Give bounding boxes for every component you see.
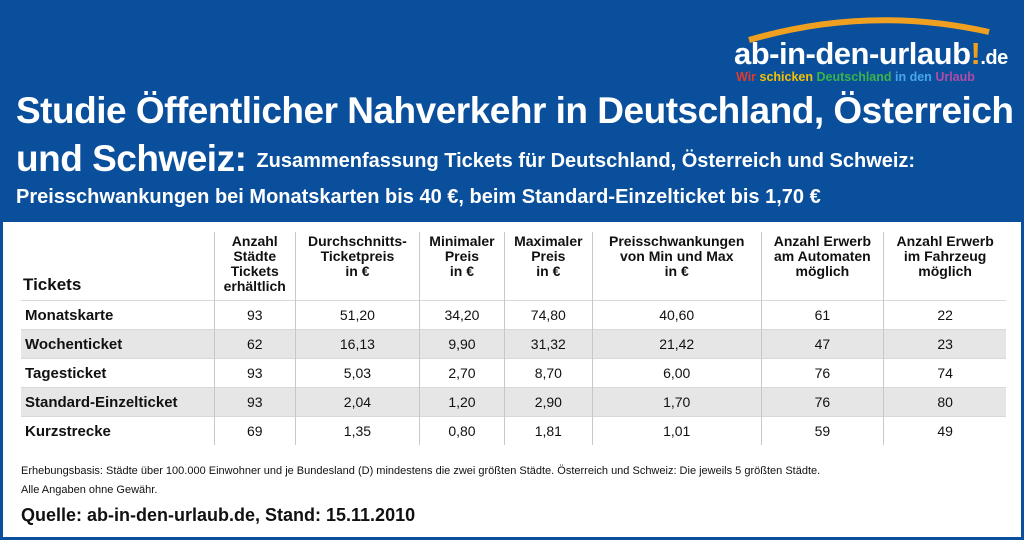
table-cell: 31,32: [504, 329, 593, 359]
column-header-0: Tickets: [21, 232, 215, 301]
ticket-name-cell: Standard-Einzelticket: [21, 387, 215, 417]
table-cell: 5,03: [295, 358, 421, 388]
table-cell: 62: [214, 329, 296, 359]
column-header-2: Durchschnitts- Ticketpreis in €: [295, 232, 421, 301]
column-header-line: erhältlich: [223, 278, 286, 294]
table-cell: 76: [761, 387, 885, 417]
column-header-line: im Fahrzeug: [903, 248, 987, 264]
table-row: Wochenticket 62 16,13 9,90 31,32 21,42 47 23: [21, 329, 1006, 359]
column-header-4: Maximaler Preis in €: [504, 232, 593, 301]
table-cell: 74,80: [504, 300, 593, 330]
table-cell: 93: [214, 358, 296, 388]
column-header-line: in €: [536, 263, 561, 279]
table-cell: 51,20: [295, 300, 421, 330]
table-cell: 0,80: [419, 416, 505, 445]
table-cell: 49: [883, 416, 1006, 445]
table-cell: 47: [761, 329, 885, 359]
column-header-line: Preisschwankungen: [609, 233, 745, 249]
brand-logo[interactable]: ab-in-den-urlaub!.de Wir schicken Deutsc…: [734, 10, 1008, 90]
table-cell: 74: [883, 358, 1006, 388]
table-cell: 6,00: [592, 358, 762, 388]
table-cell: 59: [761, 416, 885, 445]
footnote-disclaimer: Alle Angaben ohne Gewähr.: [21, 484, 158, 496]
column-header-line: in €: [664, 263, 689, 279]
ticket-name-cell: Wochenticket: [21, 329, 215, 359]
table-cell: 22: [883, 300, 1006, 330]
table-cell: 16,13: [295, 329, 421, 359]
table-cell: 1,01: [592, 416, 762, 445]
column-header-line: möglich: [918, 263, 972, 279]
table-cell: 2,70: [419, 358, 505, 388]
table-cell: 1,70: [592, 387, 762, 417]
table-cell: 21,42: [592, 329, 762, 359]
column-header-line: Ticketpreis: [320, 248, 395, 264]
column-header-line: Städte: [233, 248, 277, 264]
content-panel: Tickets Anzahl Städte Tickets erhältlich Durc…: [3, 222, 1021, 537]
ticket-name-cell: Tagesticket: [21, 358, 215, 388]
table-cell: 2,04: [295, 387, 421, 417]
column-header-line: Minimaler: [429, 233, 495, 249]
column-header-5: Preisschwankungen von Min und Max in €: [592, 232, 762, 301]
table-cell: 23: [883, 329, 1006, 359]
column-header-1: Anzahl Städte Tickets erhältlich: [214, 232, 296, 301]
ticket-name-cell: Monatskarte: [21, 300, 215, 330]
column-header-line: Preis: [531, 248, 566, 264]
column-header-line: am Automaten: [774, 248, 871, 264]
table-body: Monatskarte 93 51,20 34,20 74,80 40,60 61 22 Woc…: [21, 300, 1006, 445]
column-header-line: von Min und Max: [619, 248, 734, 264]
table-row: Monatskarte 93 51,20 34,20 74,80 40,60 61 22: [21, 300, 1006, 330]
table-cell: 2,90: [504, 387, 593, 417]
source-line: Quelle: ab-in-den-urlaub.de, Stand: 15.1…: [21, 505, 416, 525]
column-header-line: Anzahl Erwerb: [896, 233, 994, 249]
footnote-basis: Erhebungsbasis: Städte über 100.000 Einw…: [21, 465, 821, 477]
column-header-line: Preis: [444, 248, 480, 264]
table-cell: 1,81: [504, 416, 593, 445]
table-cell: 80: [883, 387, 1006, 417]
column-header-line: in €: [345, 263, 370, 279]
logo-wordmark: ab-in-den-urlaub!.de: [734, 36, 1008, 71]
header-banner: ab-in-den-urlaub!.de Wir schicken Deutsc…: [0, 0, 1024, 222]
column-header-line: Anzahl Erwerb: [773, 233, 871, 249]
table-row: Tagesticket 93 5,03 2,70 8,70 6,00 76 74: [21, 358, 1006, 388]
table-row: Kurzstrecke 69 1,35 0,80 1,81 1,01 59 49: [21, 416, 1006, 445]
page-subtitle: Preisschwankungen bei Monatskarten bis 4…: [16, 186, 821, 208]
table-cell: 93: [214, 387, 296, 417]
column-header-7: Anzahl Erwerb im Fahrzeug möglich: [884, 232, 1006, 301]
table-cell: 9,90: [419, 329, 505, 359]
column-header-6: Anzahl Erwerb am Automaten möglich: [761, 232, 885, 301]
table-cell: 93: [214, 300, 296, 330]
page-title-continued: und Schweiz: Zusammenfassung Tickets für …: [16, 138, 916, 179]
column-header-line: in €: [449, 263, 475, 279]
column-header-line: Durchschnitts-: [308, 233, 407, 249]
column-header-line: Tickets: [230, 263, 279, 279]
table-cell: 8,70: [504, 358, 593, 388]
logo-tagline: Wir schicken Deutschland in den Urlaub: [736, 70, 975, 84]
ticket-name-cell: Kurzstrecke: [21, 416, 215, 445]
column-header-line: Maximaler: [514, 233, 583, 249]
table-cell: 61: [761, 300, 885, 330]
table-row: Standard-Einzelticket 93 2,04 1,20 2,90 1,70 7…: [21, 387, 1006, 417]
table-cell: 1,35: [295, 416, 421, 445]
page-title: Studie Öffentlicher Nahverkehr in Deutsc…: [16, 90, 1014, 131]
table-header-row: Tickets Anzahl Städte Tickets erhältlich Durc…: [21, 232, 1006, 301]
table-cell: 40,60: [592, 300, 762, 330]
table-cell: 34,20: [419, 300, 505, 330]
column-header-line: Anzahl: [231, 233, 278, 249]
logo-swoosh-icon: [748, 17, 990, 43]
table-cell: 1,20: [419, 387, 505, 417]
table-cell: 69: [214, 416, 296, 445]
ticket-table: Tickets Anzahl Städte Tickets erhältlich Durc…: [21, 232, 1006, 445]
column-header-3: Minimaler Preis in €: [419, 232, 505, 301]
column-header-line: möglich: [795, 263, 850, 279]
table-cell: 76: [761, 358, 885, 388]
